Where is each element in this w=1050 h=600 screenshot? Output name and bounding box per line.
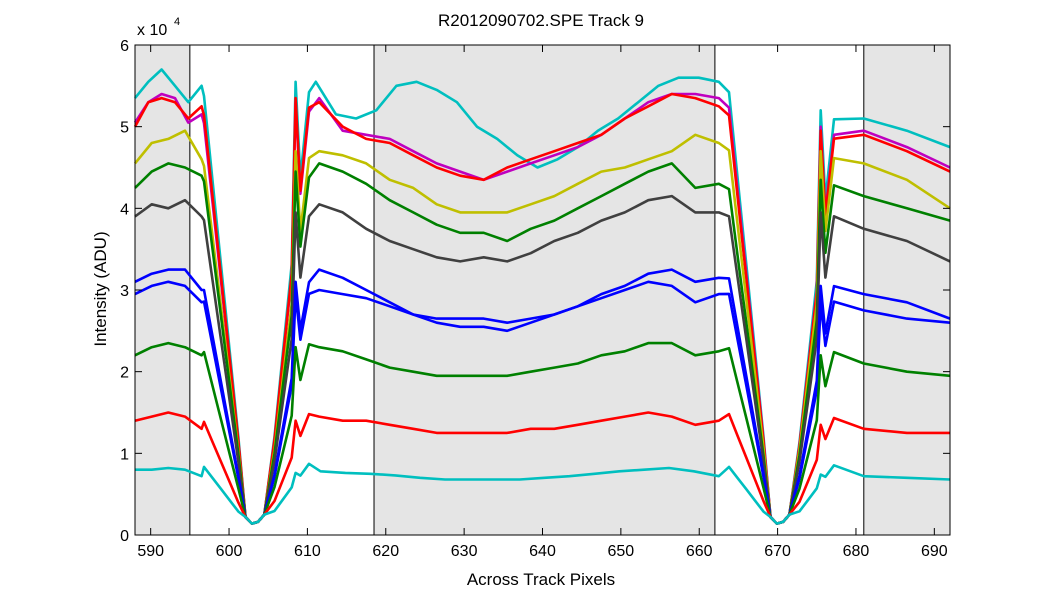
x-tick-label-630: 630	[451, 543, 478, 560]
x-tick-label-640: 640	[529, 543, 556, 560]
chart-title: R2012090702.SPE Track 9	[438, 11, 644, 30]
y-tick-label-1: 1	[120, 446, 129, 463]
y-tick-label-0: 0	[120, 528, 129, 545]
x-axis-label: Across Track Pixels	[467, 570, 615, 589]
y-axis-label: Intensity (ADU)	[91, 231, 110, 346]
x-tick-label-590: 590	[137, 543, 164, 560]
y-tick-label-3: 3	[120, 283, 129, 300]
shaded-regions	[135, 45, 950, 535]
shaded-region-2	[374, 45, 715, 535]
series-line-cyan-low	[135, 462, 951, 525]
shaded-region-3	[863, 45, 950, 535]
y-exponent: x 10 4	[137, 16, 180, 39]
plot-frame	[134, 44, 951, 536]
x-tick-label-690: 690	[921, 543, 948, 560]
y-exponent-base: x 10	[137, 22, 167, 39]
y-tick-label-2: 2	[120, 365, 129, 382]
x-tick-label-660: 660	[686, 543, 713, 560]
series-lines	[133, 68, 951, 525]
x-tick-label-670: 670	[764, 543, 791, 560]
x-tick-label-650: 650	[608, 543, 635, 560]
x-tick-label-680: 680	[843, 543, 870, 560]
x-tick-label-610: 610	[294, 543, 321, 560]
y-exponent-power: 4	[174, 16, 180, 28]
y-tick-label-4: 4	[120, 201, 129, 218]
y-tick-label-5: 5	[120, 120, 129, 137]
y-tick-label-6: 6	[120, 38, 129, 55]
x-tick-label-600: 600	[216, 543, 243, 560]
x-tick-label-620: 620	[372, 543, 399, 560]
axis-ticks: 590 600 610 620 630 640 650 660 670 680 690 0 1 2 3 4 5 6	[120, 38, 950, 560]
